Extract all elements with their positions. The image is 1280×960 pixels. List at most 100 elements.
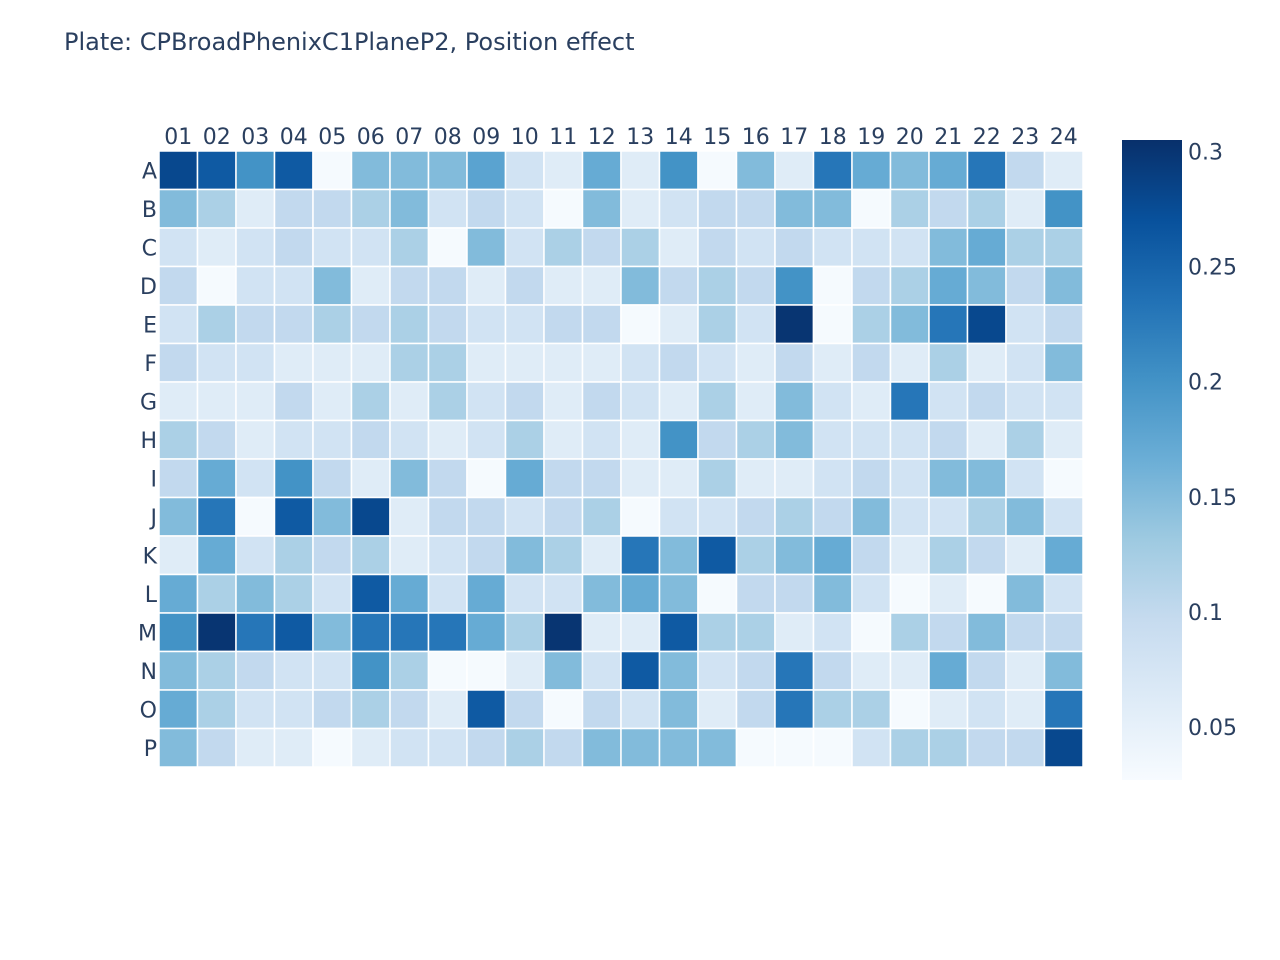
heatmap-cell-M07	[389, 612, 430, 653]
heatmap-cell-D18	[812, 265, 853, 306]
heatmap-cell-O07	[389, 689, 430, 730]
heatmap-cell-A09	[466, 150, 507, 191]
column-label: 07	[395, 125, 423, 150]
heatmap-cell-C07	[389, 227, 430, 268]
heatmap-cell-P02	[196, 727, 237, 768]
heatmap-cell-K09	[466, 535, 507, 576]
heatmap-cell-L14	[658, 573, 699, 614]
heatmap-cell-A15	[697, 150, 738, 191]
heatmap-cell-H24	[1043, 419, 1084, 460]
heatmap-cell-E14	[658, 304, 699, 345]
heatmap-cell-I03	[235, 458, 276, 499]
heatmap-cell-P12	[581, 727, 622, 768]
heatmap-cell-K11	[543, 535, 584, 576]
heatmap-cell-G22	[966, 381, 1007, 422]
heatmap-cell-H08	[427, 419, 468, 460]
heatmap-cell-E15	[697, 304, 738, 345]
row-label: K	[143, 544, 158, 569]
heatmap-cell-K07	[389, 535, 430, 576]
heatmap-cell-B14	[658, 188, 699, 229]
heatmap-cell-A08	[427, 150, 468, 191]
heatmap-cell-J09	[466, 496, 507, 537]
heatmap-cell-O17	[774, 689, 815, 730]
heatmap-cell-I23	[1005, 458, 1046, 499]
heatmap-cell-G14	[658, 381, 699, 422]
heatmap-cell-C11	[543, 227, 584, 268]
colorbar-tick-label: 0.2	[1188, 371, 1223, 396]
colorbar-tick-label: 0.15	[1188, 486, 1237, 511]
heatmap-cell-I13	[620, 458, 661, 499]
heatmap-cell-I18	[812, 458, 853, 499]
heatmap-cell-K24	[1043, 535, 1084, 576]
heatmap-cell-L12	[581, 573, 622, 614]
heatmap-cell-A07	[389, 150, 430, 191]
heatmap-cell-G19	[851, 381, 892, 422]
column-label: 20	[896, 125, 924, 150]
heatmap-cell-L17	[774, 573, 815, 614]
heatmap-cell-P04	[273, 727, 314, 768]
column-label: 22	[973, 125, 1001, 150]
heatmap-cell-J02	[196, 496, 237, 537]
heatmap-cell-A16	[735, 150, 776, 191]
heatmap-cell-B03	[235, 188, 276, 229]
colorbar-tick-label: 0.05	[1188, 716, 1237, 741]
heatmap-cell-D12	[581, 265, 622, 306]
heatmap-cell-P10	[504, 727, 545, 768]
heatmap-cell-E17	[774, 304, 815, 345]
heatmap-cell-D19	[851, 265, 892, 306]
heatmap-cell-M23	[1005, 612, 1046, 653]
column-label: 21	[934, 125, 962, 150]
row-label: M	[138, 621, 157, 646]
heatmap-cell-L07	[389, 573, 430, 614]
colorbar-tick-label: 0.1	[1188, 601, 1223, 626]
heatmap-cell-J20	[889, 496, 930, 537]
heatmap-cell-A06	[350, 150, 391, 191]
heatmap-cell-H10	[504, 419, 545, 460]
heatmap-cell-G16	[735, 381, 776, 422]
column-label: 08	[434, 125, 462, 150]
heatmap-cell-A13	[620, 150, 661, 191]
heatmap-cell-A18	[812, 150, 853, 191]
heatmap-cell-G12	[581, 381, 622, 422]
heatmap-cell-I05	[312, 458, 353, 499]
heatmap-cell-C23	[1005, 227, 1046, 268]
heatmap-cell-B19	[851, 188, 892, 229]
heatmap-cell-N08	[427, 650, 468, 691]
heatmap-cell-D21	[928, 265, 969, 306]
heatmap-cell-P05	[312, 727, 353, 768]
heatmap-cell-K01	[158, 535, 199, 576]
heatmap-cell-O04	[273, 689, 314, 730]
heatmap-cell-G23	[1005, 381, 1046, 422]
column-label: 06	[357, 125, 385, 150]
heatmap-cell-A12	[581, 150, 622, 191]
heatmap-cell-B15	[697, 188, 738, 229]
heatmap-cell-N05	[312, 650, 353, 691]
heatmap-cell-M11	[543, 612, 584, 653]
heatmap-cell-H15	[697, 419, 738, 460]
heatmap-cell-O03	[235, 689, 276, 730]
row-label: H	[140, 429, 157, 454]
column-label: 14	[665, 125, 693, 150]
heatmap-cell-I21	[928, 458, 969, 499]
heatmap-cell-K17	[774, 535, 815, 576]
heatmap-cell-E10	[504, 304, 545, 345]
heatmap-cell-D07	[389, 265, 430, 306]
heatmap-cell-J16	[735, 496, 776, 537]
heatmap-cell-M06	[350, 612, 391, 653]
heatmap-cell-G01	[158, 381, 199, 422]
heatmap-cell-D13	[620, 265, 661, 306]
heatmap-cell-P18	[812, 727, 853, 768]
heatmap-cell-G20	[889, 381, 930, 422]
heatmap-cell-O08	[427, 689, 468, 730]
heatmap-cell-M19	[851, 612, 892, 653]
heatmap-cell-C06	[350, 227, 391, 268]
heatmap-cell-H16	[735, 419, 776, 460]
heatmap-cell-O14	[658, 689, 699, 730]
heatmap-cell-D17	[774, 265, 815, 306]
heatmap-cell-D02	[196, 265, 237, 306]
heatmap-cell-K12	[581, 535, 622, 576]
colorbar-ticks: 0.3 0.25 0.2 0.15 0.1 0.05	[1188, 141, 1237, 742]
row-label: J	[149, 506, 158, 531]
heatmap-cell-I09	[466, 458, 507, 499]
